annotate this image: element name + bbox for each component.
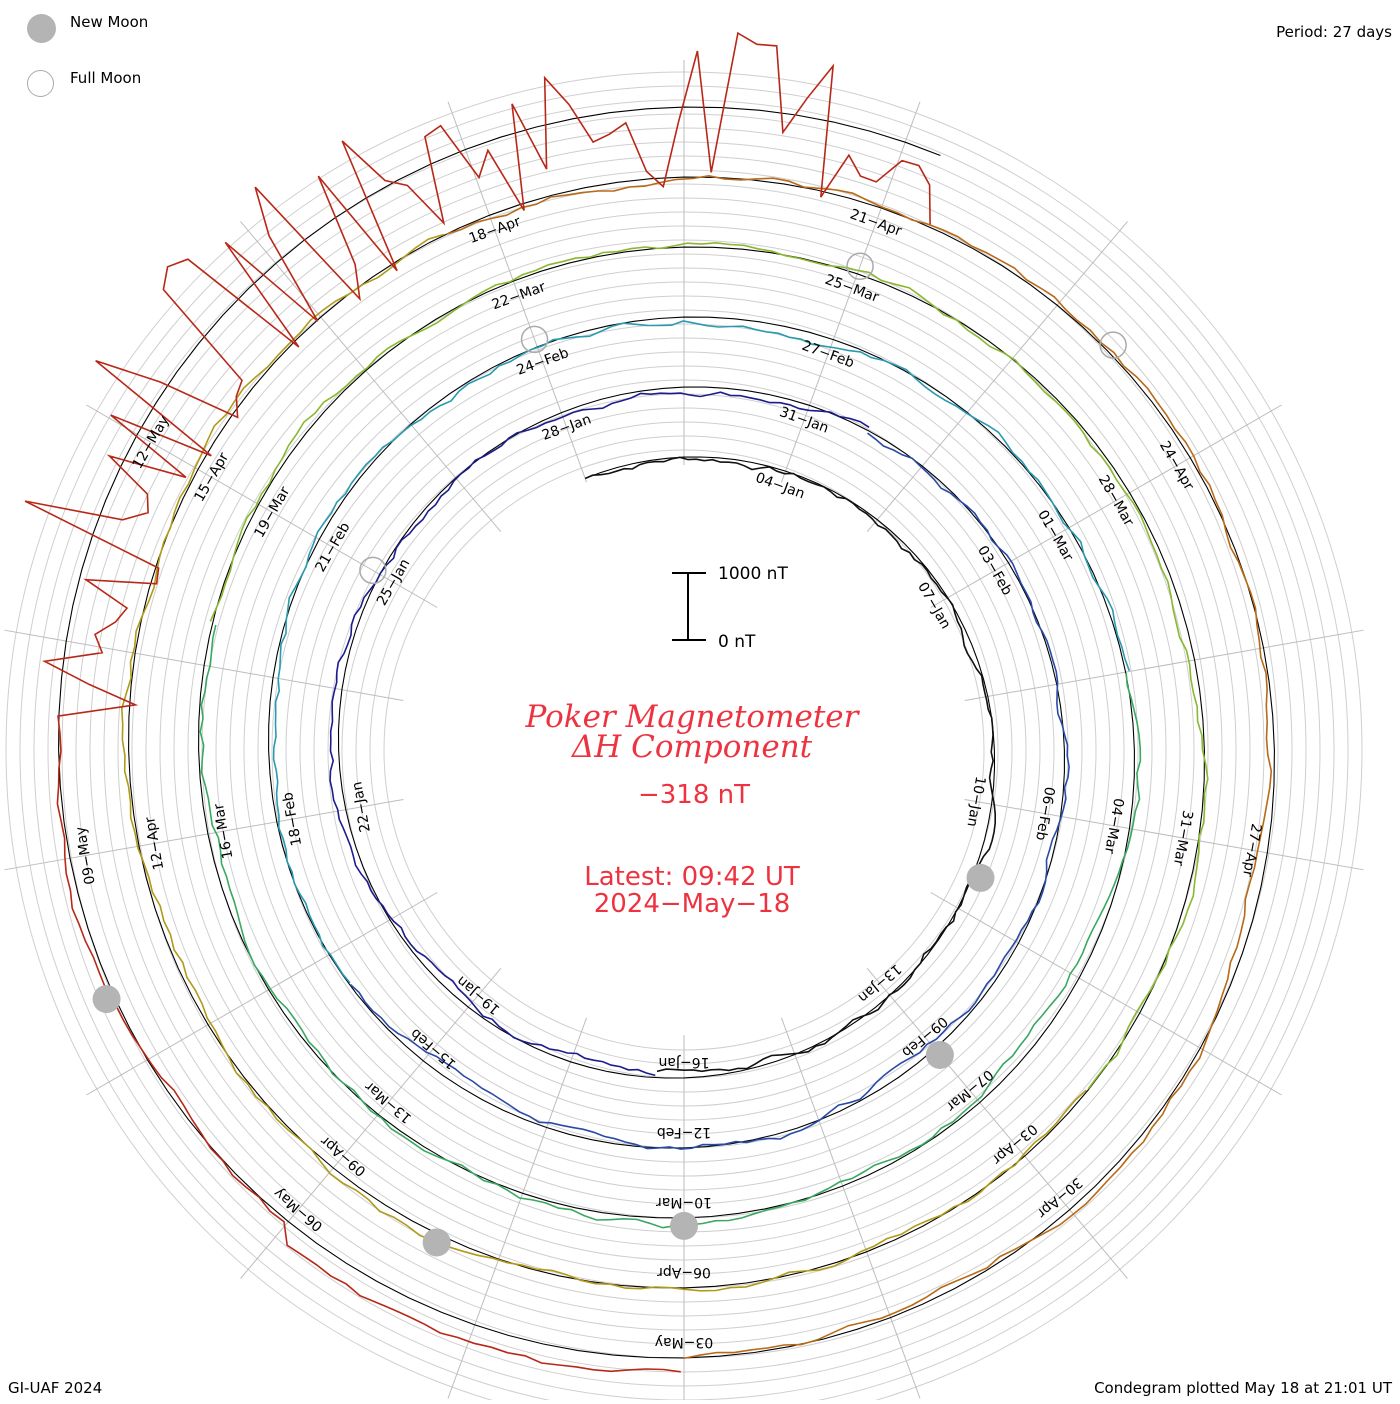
new-moon-legend-icon <box>27 14 56 43</box>
date-label: 27−Apr <box>1239 822 1264 878</box>
new-moon-marker <box>670 1211 698 1240</box>
trace-segment <box>24 31 931 1373</box>
date-label: 19−Mar <box>252 484 294 541</box>
grid-spoke <box>964 629 1364 702</box>
grid-spoke <box>86 892 438 1096</box>
date-label: 12−Apr <box>142 815 167 871</box>
new-moon-marker <box>422 1228 451 1257</box>
grid-spoke <box>240 968 502 1279</box>
current-value: −318 nT <box>638 780 750 810</box>
grid-spokes <box>4 60 1364 1404</box>
grid-spoke <box>964 798 1364 871</box>
latest-date: 2024−May−18 <box>594 889 791 919</box>
date-label: 06−May <box>271 1184 326 1234</box>
date-label: 06−Apr <box>657 1264 711 1280</box>
full-moon-marker <box>846 252 874 281</box>
date-label: 12−May <box>130 413 173 472</box>
trace-segment <box>199 624 1142 1229</box>
date-label: 07−Jan <box>914 580 953 632</box>
grid-spoke <box>86 404 438 608</box>
date-labels: 04−Jan07−Jan10−Jan13−Jan16−Jan19−Jan22−J… <box>73 206 1264 1350</box>
grid-spoke <box>781 1017 921 1399</box>
date-label: 09−May <box>73 825 99 885</box>
center-title-block: Poker Magnetometer ΔH Component −318 nT … <box>525 699 861 919</box>
grid-spoke <box>866 221 1128 532</box>
scale-bar-top-label: 1000 nT <box>718 564 788 584</box>
date-label: 15−Feb <box>407 1025 459 1072</box>
grid-spoke <box>4 798 404 871</box>
date-label: 06−Feb <box>1032 785 1057 841</box>
plotted-timestamp: Condegram plotted May 18 at 21:01 UT <box>1094 1379 1392 1397</box>
date-label: 21−Feb <box>313 520 354 575</box>
trace-segment <box>272 320 1131 984</box>
date-label: 10−Mar <box>656 1194 712 1210</box>
scale-bar: 1000 nT 0 nT <box>672 564 788 652</box>
grid-spoke <box>447 1017 587 1399</box>
scale-bar-bottom-label: 0 nT <box>718 632 756 652</box>
date-label: 28−Jan <box>540 411 594 444</box>
date-label: 16−Jan <box>658 1054 709 1070</box>
date-label: 13−Mar <box>362 1078 415 1126</box>
date-label: 04−Jan <box>753 470 807 503</box>
date-label: 03−May <box>655 1334 714 1350</box>
baselines <box>58 106 1275 1359</box>
full-moon-legend-icon <box>27 70 54 97</box>
trace-segment <box>120 233 1087 1292</box>
date-label: 03−Feb <box>974 543 1015 598</box>
date-label: 13−Jan <box>855 960 904 1005</box>
grid-spoke <box>447 101 587 483</box>
grid-spoke <box>240 221 502 532</box>
date-label: 15−Apr <box>191 450 232 505</box>
full-moon-marker <box>359 556 387 585</box>
date-label: 22−Jan <box>349 780 374 833</box>
date-label: 18−Apr <box>467 214 523 248</box>
date-label: 16−Mar <box>211 802 237 860</box>
date-label: 28−Mar <box>1095 472 1137 529</box>
date-label: 09−Apr <box>318 1132 370 1179</box>
grid-spoke <box>866 968 1128 1279</box>
full-moon-marker <box>520 325 549 354</box>
trace-segment <box>446 174 1273 1360</box>
date-label: 10−Jan <box>964 775 989 828</box>
trace-segment <box>329 391 870 1077</box>
date-label: 04−Mar <box>1101 797 1127 855</box>
trace-segment <box>349 432 1070 1150</box>
credit-label: GI-UAF 2024 <box>8 1379 103 1397</box>
full-moon-legend-label: Full Moon <box>70 69 142 87</box>
trace-segment <box>209 241 1209 1090</box>
date-label: 27−Feb <box>800 338 857 372</box>
new-moon-legend-label: New Moon <box>70 13 149 31</box>
baseline-spiral <box>58 106 1275 1359</box>
chart-subtitle: ΔH Component <box>571 729 813 765</box>
magnetometer-traces <box>24 31 1273 1373</box>
moon-markers <box>92 252 1127 1257</box>
new-moon-marker <box>92 985 121 1014</box>
date-label: 24−Apr <box>1156 438 1197 493</box>
grid-spoke <box>930 892 1282 1096</box>
latest-time: Latest: 09:42 UT <box>584 862 800 892</box>
grid-spoke <box>930 404 1282 608</box>
new-moon-marker <box>966 863 995 892</box>
date-label: 31−Mar <box>1170 809 1196 867</box>
new-moon-marker <box>925 1040 954 1069</box>
date-label: 01−Mar <box>1034 507 1076 564</box>
full-moon-marker <box>1099 331 1127 359</box>
trace-segment <box>584 456 996 1073</box>
period-label: Period: 27 days <box>1276 23 1392 41</box>
chart-title: Poker Magnetometer <box>525 699 861 735</box>
date-label: 12−Feb <box>657 1124 711 1140</box>
